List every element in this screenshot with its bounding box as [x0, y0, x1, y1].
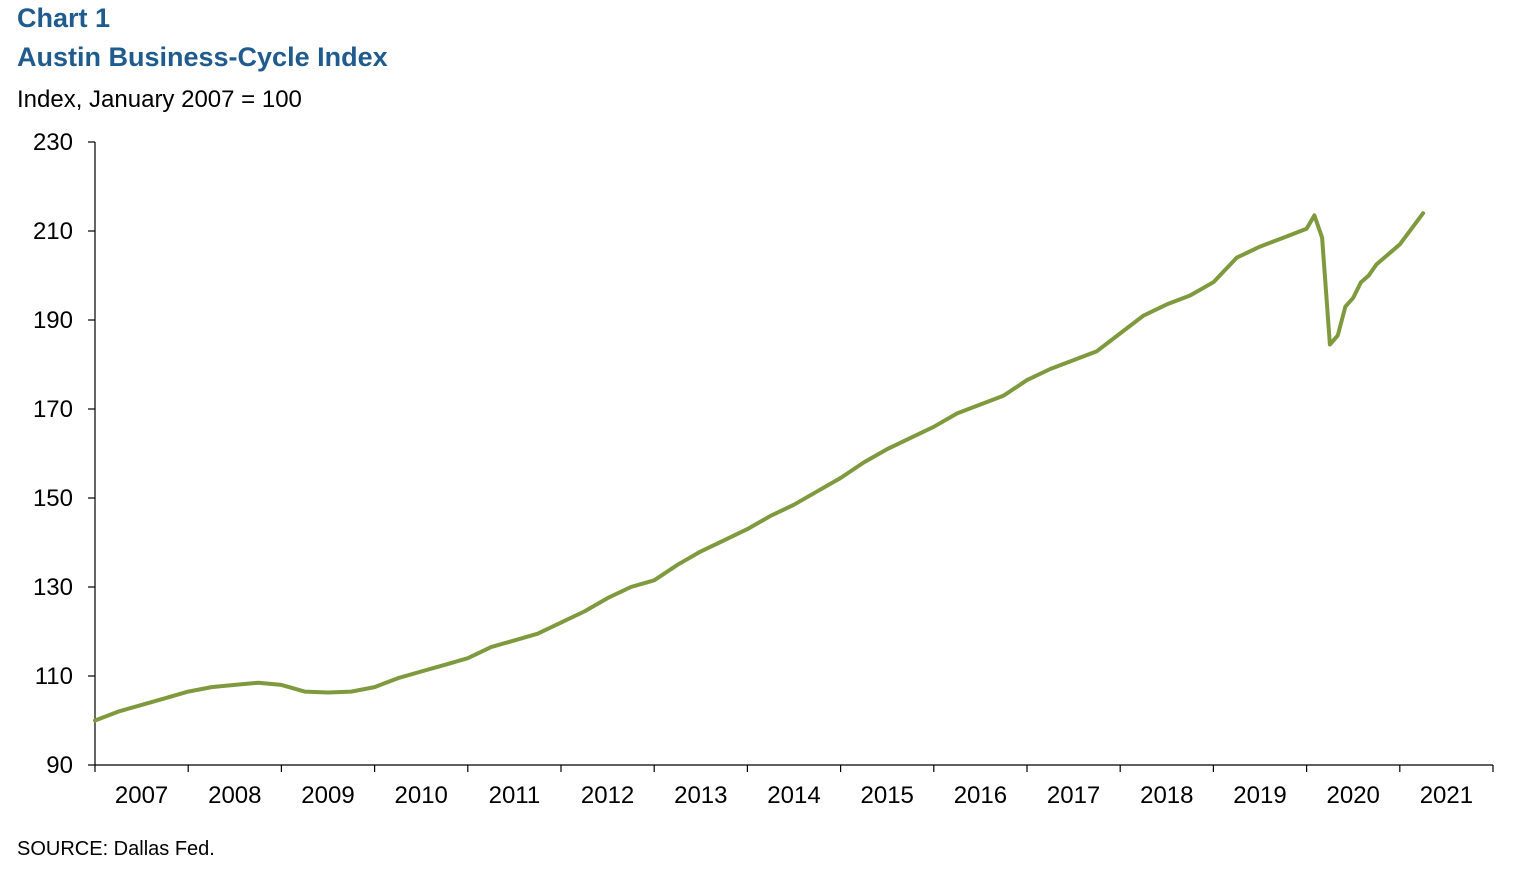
x-tick-label: 2013	[674, 782, 727, 809]
y-tick-label: 150	[33, 485, 73, 512]
chart-source: SOURCE: Dallas Fed.	[17, 838, 215, 860]
y-axis: 90 110 130 150 170 190 210 230	[33, 129, 96, 779]
chart-title: Austin Business-Cycle Index	[17, 42, 388, 72]
x-tick-label: 2011	[489, 782, 541, 809]
x-tick-label: 2016	[954, 782, 1007, 809]
x-tick-label: 2015	[861, 782, 914, 809]
y-tick-label: 190	[33, 307, 73, 334]
y-tick-label: 170	[33, 396, 73, 423]
x-tick-label: 2018	[1140, 782, 1193, 809]
y-tick-label: 110	[35, 663, 73, 690]
y-tick-label: 90	[46, 752, 73, 779]
chart-subtitle: Index, January 2007 = 100	[17, 86, 302, 113]
y-tick-label: 230	[33, 129, 73, 156]
x-tick-label: 2019	[1233, 782, 1286, 809]
y-tick-label: 210	[33, 218, 73, 245]
x-axis: 2007 2008 2009 2010 2011 2012 2013 2014 2015 2016…	[94, 764, 1494, 809]
x-tick-label: 2009	[301, 782, 354, 809]
x-tick-label: 2020	[1327, 782, 1380, 809]
x-tick-label: 2017	[1047, 782, 1100, 809]
x-tick-label: 2014	[767, 782, 820, 809]
x-tick-label: 2010	[395, 782, 448, 809]
x-tick-label: 2021	[1420, 782, 1473, 809]
y-tick-label: 130	[33, 574, 73, 601]
x-tick-label: 2008	[208, 782, 261, 809]
x-tick-label: 2012	[581, 782, 634, 809]
x-tick-label: 2007	[115, 782, 168, 809]
series-layer	[93, 211, 1426, 723]
chart-label: Chart 1	[17, 3, 111, 33]
series-line-0	[93, 211, 1426, 723]
